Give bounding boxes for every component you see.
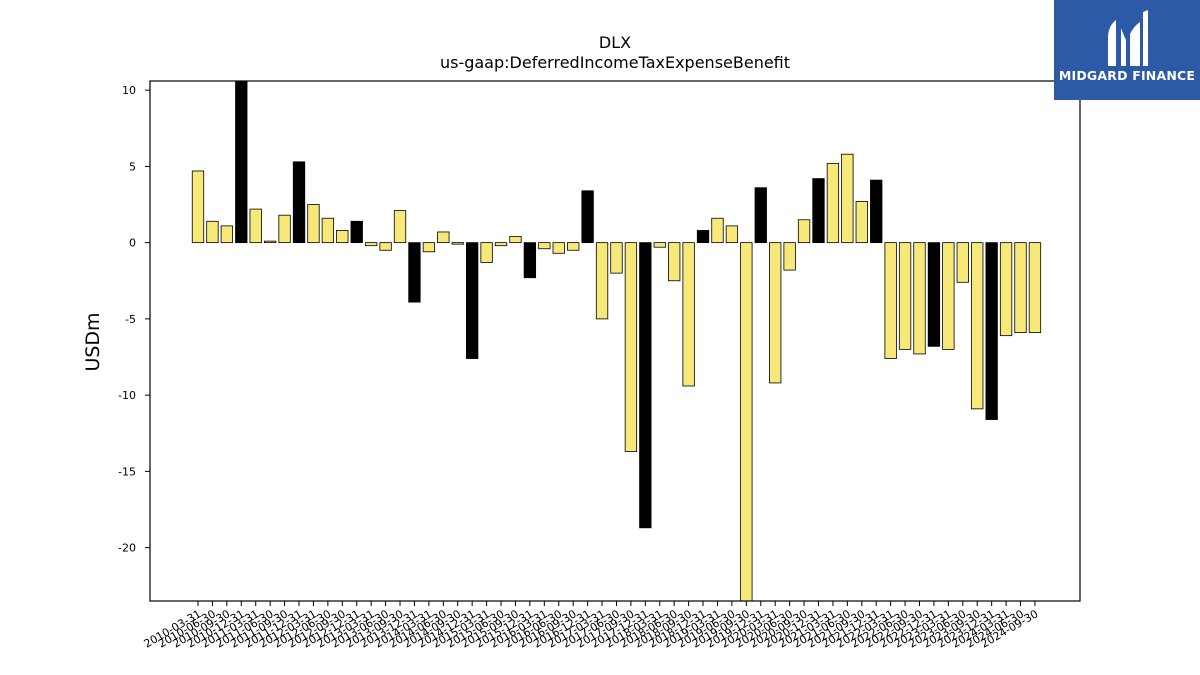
bar-2016-12-31 (581, 190, 594, 244)
bar-2015-12-31 (523, 242, 537, 279)
bar-2017-12-31 (639, 242, 652, 529)
bar-2012-12-31 (350, 220, 363, 244)
bar-2023-06-30 (956, 242, 969, 283)
bar-2011-03-31 (249, 208, 262, 244)
chart-subtitle: us-gaap:DeferredIncomeTaxExpenseBenefit (440, 53, 790, 72)
bar-2011-06-30 (263, 240, 277, 244)
y-axis: 10 5 0 -5 -10 -15 -20 (118, 84, 150, 555)
bar-2013-06-30 (379, 242, 392, 251)
bar-2021-03-31 (826, 162, 840, 244)
bar-2023-03-31 (942, 242, 955, 350)
bar-2020-09-30 (797, 219, 811, 244)
bar-2018-03-31 (653, 242, 666, 248)
bar-2019-12-31 (754, 187, 767, 244)
bar-2014-03-31 (422, 242, 436, 253)
midgard-finance-logo: MIDGARD FINANCE (1054, 0, 1200, 100)
y-tick-label: -5 (125, 313, 136, 326)
y-tick-label: 0 (129, 237, 136, 250)
bar-2010-09-30 (220, 225, 234, 244)
bar-2018-09-30 (682, 242, 695, 387)
y-tick-label: -20 (118, 542, 136, 555)
bar-2024-03-31 (999, 242, 1013, 337)
bar-2018-06-30 (668, 242, 681, 282)
y-tick-label: -15 (118, 465, 136, 478)
bar-2015-03-31 (480, 242, 493, 263)
bar-2013-09-30 (393, 210, 407, 244)
bar-2014-12-31 (466, 242, 479, 359)
bar-2022-09-30 (913, 242, 926, 355)
bar-2021-12-31 (870, 179, 883, 244)
bar-2020-12-31 (812, 178, 825, 244)
bar-2014-09-30 (451, 242, 464, 245)
bar-2011-12-31 (292, 161, 306, 244)
bar-2017-06-30 (610, 242, 623, 274)
y-axis-label: USDm (82, 312, 104, 371)
bar-2017-03-31 (595, 242, 609, 320)
bar-2024-09-30 (1028, 242, 1042, 334)
bar-2013-12-31 (408, 242, 421, 303)
bar-2021-06-30 (841, 153, 854, 244)
bar-2017-09-30 (624, 242, 638, 452)
y-tick-label: 10 (122, 84, 136, 97)
logo-text: MIDGARD FINANCE (1058, 68, 1196, 83)
bar-2010-06-30 (206, 220, 219, 244)
bar-2010-12-31 (235, 81, 248, 244)
bar-2021-09-30 (855, 201, 868, 244)
x-axis: 2010-03-312010-06-302010-09-302010-12-31… (142, 601, 1040, 651)
bar-2011-09-30 (278, 214, 291, 244)
bar-2019-06-30 (725, 225, 739, 244)
bar-2012-09-30 (336, 230, 349, 244)
bar-2020-06-30 (783, 242, 796, 271)
midgard-logo-icon (1108, 10, 1148, 66)
bar-2019-03-31 (711, 217, 724, 244)
bar-2016-09-30 (567, 242, 580, 251)
bar-2015-09-30 (509, 236, 522, 244)
chart-title: DLX (599, 33, 631, 52)
bar-2019-09-30 (740, 242, 753, 601)
bars-layer (191, 81, 1042, 601)
bar-2014-06-30 (437, 231, 450, 244)
bar-2016-03-31 (538, 242, 551, 250)
bar-2015-06-30 (494, 242, 508, 247)
bar-2020-03-31 (769, 242, 782, 384)
bar-2010-03-31 (191, 170, 205, 244)
bar-2024-06-30 (1014, 242, 1027, 334)
bar-2016-06-30 (552, 242, 565, 254)
bar-2023-09-30 (971, 242, 984, 410)
bar-2022-06-30 (898, 242, 912, 350)
plot-frame (149, 80, 1081, 602)
bar-2022-12-31 (927, 242, 941, 347)
y-tick-label: 5 (129, 160, 136, 173)
bar-2018-12-31 (696, 230, 710, 244)
bar-2012-03-31 (307, 204, 320, 244)
bar-2012-06-30 (321, 217, 335, 244)
y-tick-label: -10 (118, 389, 136, 402)
bar-2013-03-31 (365, 242, 378, 247)
bar-2022-03-31 (884, 242, 897, 359)
bar-2023-12-31 (985, 242, 998, 420)
